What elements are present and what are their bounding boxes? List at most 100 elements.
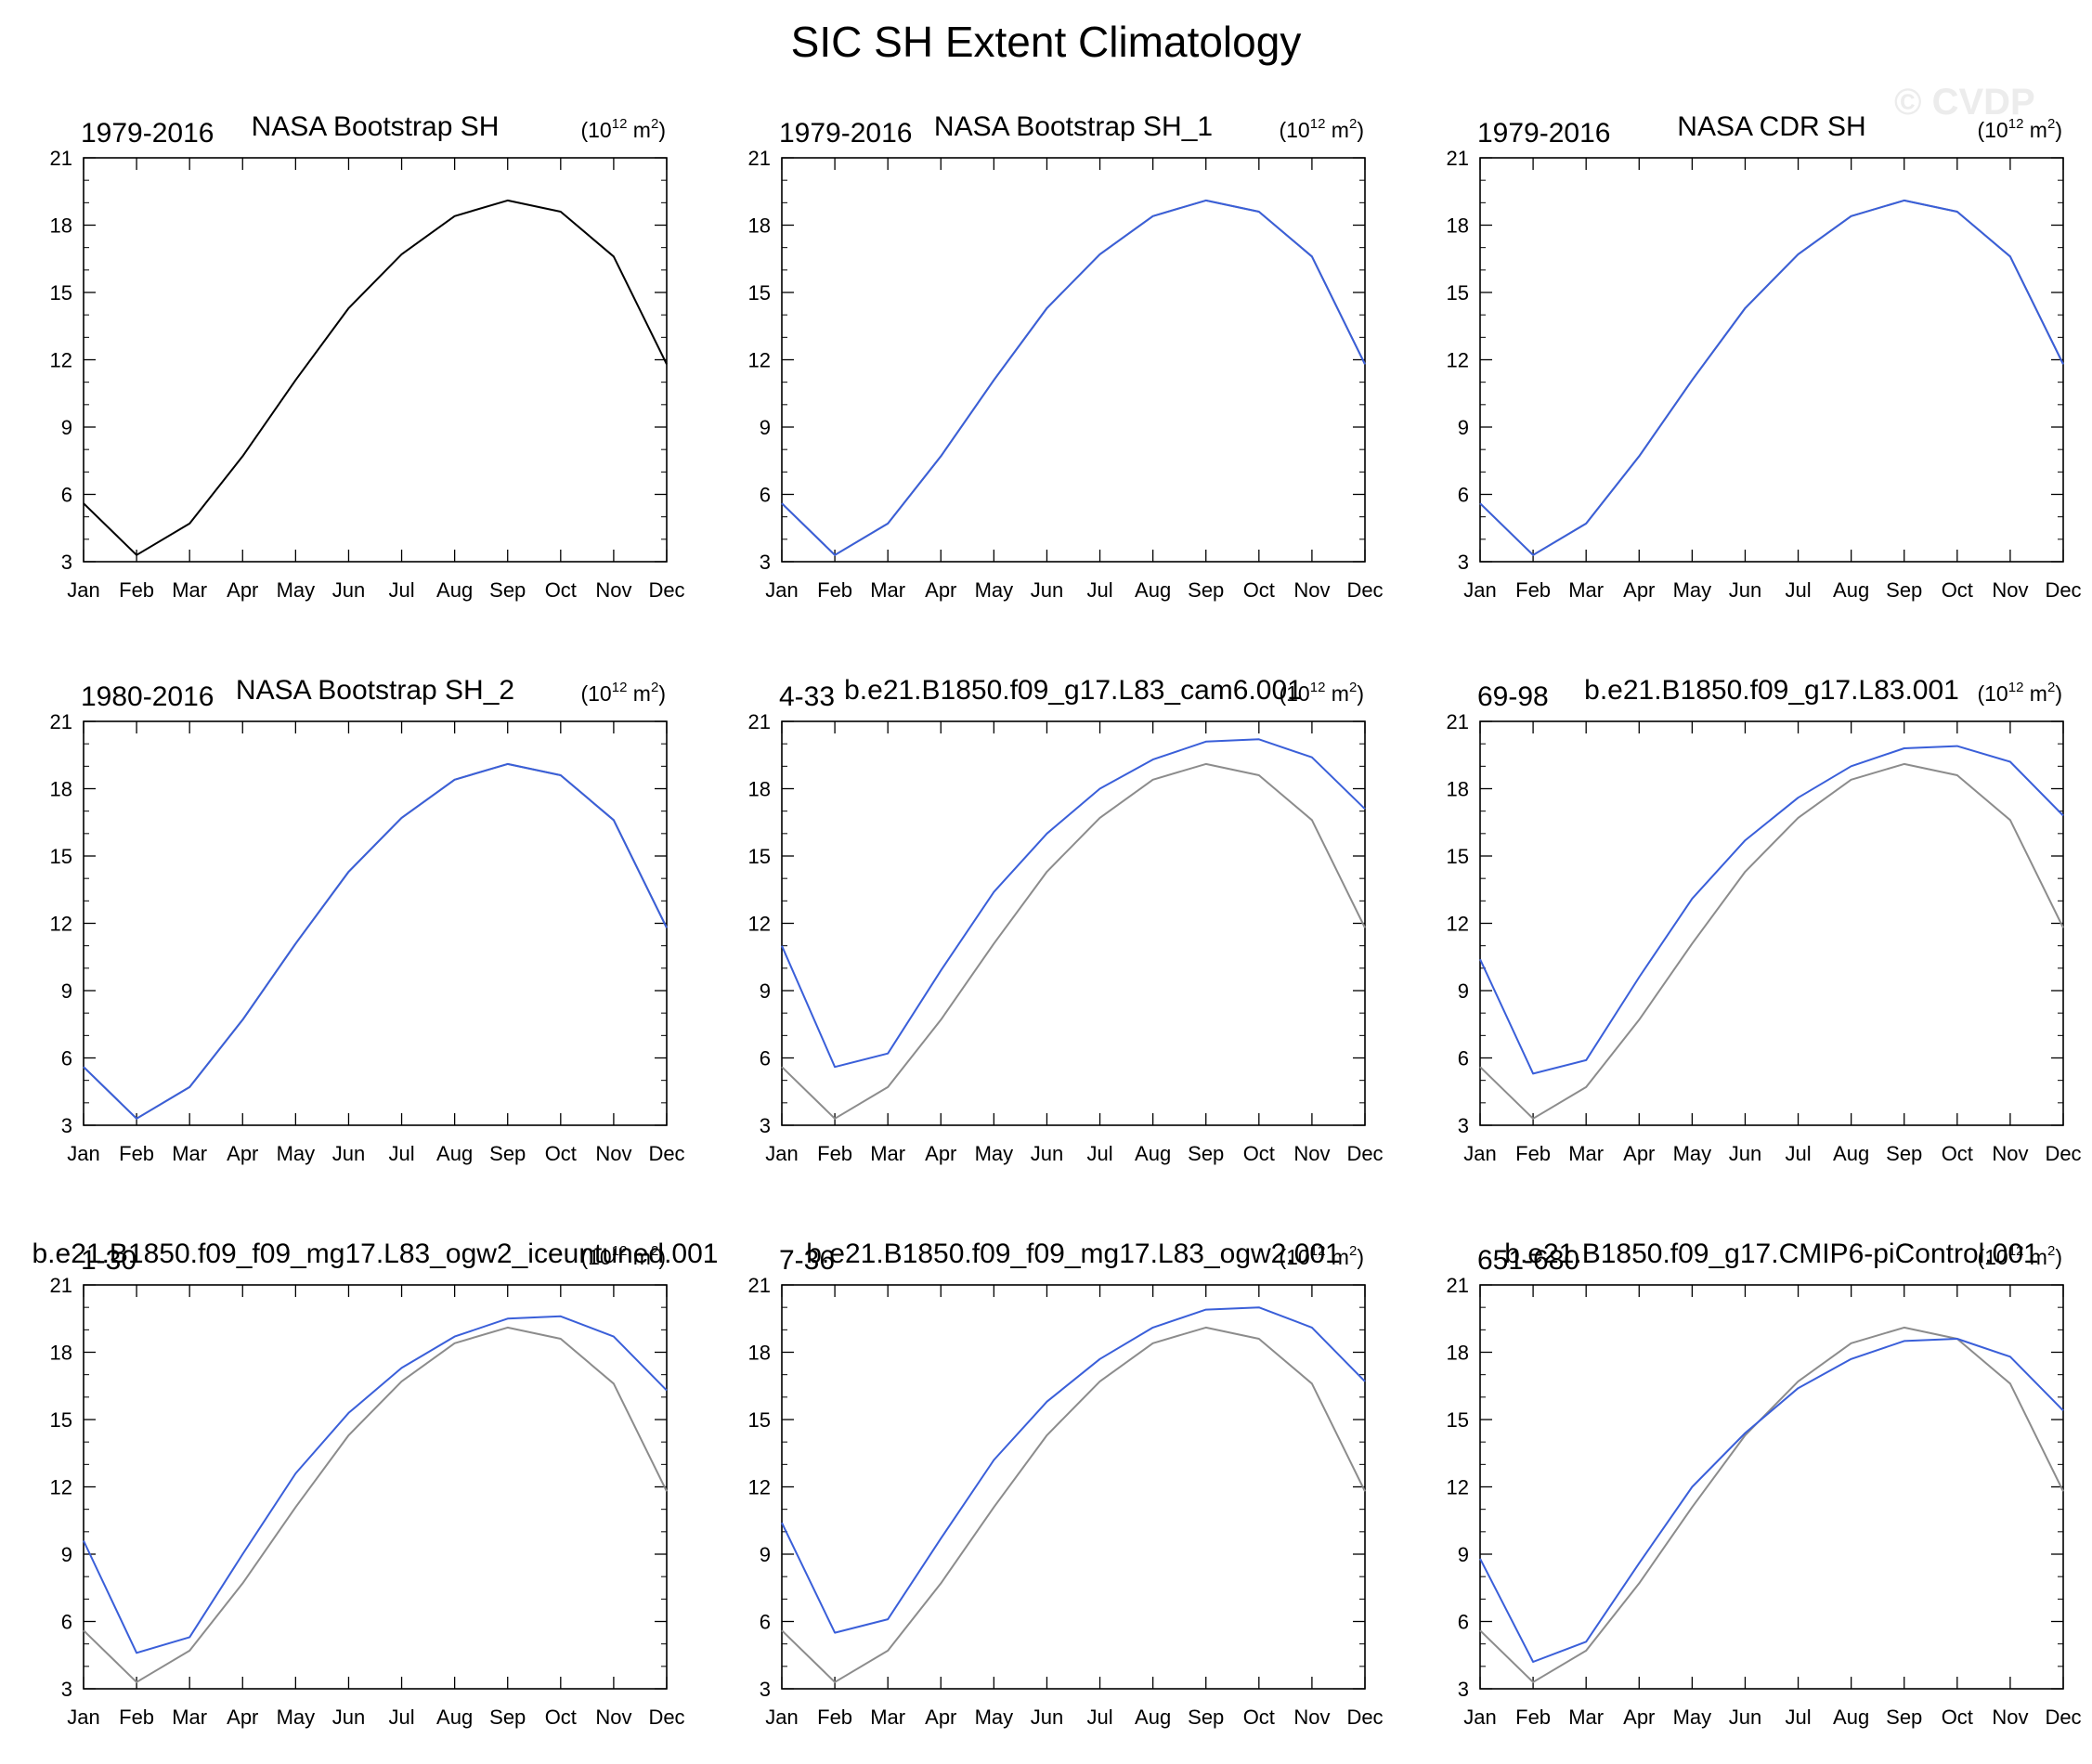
x-tick-label: May — [1673, 1706, 1712, 1729]
y-tick-label: 6 — [61, 484, 72, 507]
series-line-obs — [1479, 762, 2064, 1120]
x-tick-label: Dec — [1346, 1142, 1383, 1165]
panel-left-label: 1979-2016 — [81, 118, 214, 149]
panel-units-label: (1012 m2) — [1977, 680, 2062, 706]
x-tick-label: Aug — [1833, 1706, 1869, 1729]
x-tick-label: Jun — [1729, 1706, 1761, 1729]
panel-units-label: (1012 m2) — [1279, 1243, 1364, 1269]
y-tick-label: 18 — [1447, 778, 1469, 801]
x-tick-label: Aug — [436, 1706, 473, 1729]
panel-left-label: 1979-2016 — [779, 118, 912, 149]
x-tick-label: May — [975, 1142, 1014, 1165]
x-tick-label: Dec — [648, 578, 684, 602]
panel-left-label: 1-30 — [81, 1245, 136, 1276]
y-tick-label: 6 — [61, 1047, 72, 1070]
x-tick-label: Oct — [545, 1706, 577, 1729]
x-tick-label: Aug — [1135, 1706, 1171, 1729]
x-tick-label: Sep — [489, 1142, 526, 1165]
y-tick-label: 12 — [1447, 913, 1469, 936]
x-tick-label: Jan — [67, 1706, 99, 1729]
panel-units-label: (1012 m2) — [1977, 1243, 2062, 1269]
x-tick-label: May — [277, 1142, 316, 1165]
x-tick-label: Aug — [436, 1142, 473, 1165]
x-tick-label: Mar — [172, 1142, 207, 1165]
y-tick-label: 3 — [760, 551, 771, 574]
x-tick-label: Feb — [817, 578, 852, 602]
panel-title: NASA CDR SH — [1677, 111, 1865, 142]
y-tick-label: 3 — [61, 1114, 72, 1137]
panel-left-label: 69-98 — [1477, 681, 1549, 712]
y-tick-label: 12 — [748, 1476, 771, 1499]
panel-title: NASA Bootstrap SH — [252, 111, 500, 142]
panel-left-label: 651-680 — [1477, 1245, 1579, 1276]
x-tick-label: Mar — [1568, 578, 1604, 602]
x-tick-label: Mar — [1568, 1142, 1604, 1165]
series-line-model — [781, 1306, 1366, 1634]
x-tick-label: Apr — [227, 1142, 258, 1165]
x-tick-label: Dec — [1346, 578, 1383, 602]
x-tick-label: Apr — [1623, 578, 1655, 602]
y-tick-label: 6 — [1458, 1611, 1469, 1634]
y-tick-label: 15 — [50, 281, 72, 305]
x-tick-label: Aug — [1833, 578, 1869, 602]
x-tick-label: Jun — [1729, 578, 1761, 602]
plot-frame — [1479, 157, 2064, 563]
y-tick-label: 21 — [50, 710, 72, 733]
y-tick-label: 15 — [1447, 1408, 1469, 1432]
panel-units-label: (1012 m2) — [1279, 116, 1364, 142]
panel-title: b.e21.B1850.f09_g17.CMIP6-piControl.001 — [1504, 1239, 2038, 1269]
plot-frame — [83, 157, 668, 563]
x-tick-label: Jul — [1086, 1706, 1112, 1729]
series-line-obs — [83, 762, 668, 1120]
panel-left-label: 1980-2016 — [81, 681, 214, 712]
series-line-obs — [1479, 1326, 2064, 1683]
panel-title: b.e21.B1850.f09_f09_mg17.L83_ogw2_iceunt… — [32, 1239, 719, 1269]
watermark: © CVDP — [1894, 82, 2035, 123]
chart-panel: 3 6 9 12 15 18 21 Jan Feb Mar Apr May Jun Jul Aug Sep Oc… — [32, 1239, 719, 1729]
x-tick-label: Feb — [817, 1142, 852, 1165]
y-tick-label: 9 — [1458, 416, 1469, 439]
chart-panel: 3 6 9 12 15 18 21 Jan Feb Mar Apr May Jun Jul Aug Sep Oc… — [748, 1239, 1384, 1729]
x-tick-label: Mar — [870, 578, 905, 602]
panel-title: b.e21.B1850.f09_f09_mg17.L83_ogw2.001 — [806, 1239, 1341, 1269]
panel-units-label: (1012 m2) — [580, 1243, 666, 1269]
y-tick-label: 12 — [50, 1476, 72, 1499]
y-tick-label: 12 — [1447, 349, 1469, 372]
x-tick-label: Jun — [332, 578, 365, 602]
x-tick-label: Feb — [119, 1142, 154, 1165]
x-tick-label: Apr — [1623, 1142, 1655, 1165]
series-line-model — [83, 762, 668, 1120]
x-tick-label: Nov — [1293, 578, 1330, 602]
y-tick-label: 15 — [748, 1408, 771, 1432]
y-tick-label: 12 — [748, 349, 771, 372]
y-tick-label: 9 — [1458, 979, 1469, 1003]
x-tick-label: Nov — [1293, 1706, 1330, 1729]
x-tick-label: Jun — [1031, 1142, 1063, 1165]
x-tick-label: Jul — [388, 1706, 414, 1729]
x-tick-label: Oct — [1942, 1142, 1973, 1165]
y-tick-label: 9 — [61, 979, 72, 1003]
x-tick-label: Dec — [2045, 578, 2081, 602]
y-tick-label: 21 — [1447, 710, 1469, 733]
chart-panel: 3 6 9 12 15 18 21 Jan Feb Mar Apr May Jun Jul Aug Sep Oc… — [1447, 111, 2082, 602]
y-tick-label: 21 — [1447, 147, 1469, 170]
y-tick-label: 6 — [61, 1611, 72, 1634]
x-tick-label: Jan — [67, 578, 99, 602]
series-line-model — [781, 738, 1366, 1069]
y-tick-label: 3 — [760, 1678, 771, 1701]
x-tick-label: Nov — [595, 1706, 631, 1729]
y-tick-label: 15 — [50, 845, 72, 868]
y-tick-label: 15 — [1447, 281, 1469, 305]
x-tick-label: Sep — [489, 1706, 526, 1729]
series-line-model — [781, 199, 1366, 556]
y-tick-label: 3 — [760, 1114, 771, 1137]
series-line-model — [83, 1315, 668, 1654]
x-tick-label: Jul — [388, 1142, 414, 1165]
x-tick-label: Jul — [1785, 578, 1811, 602]
panel-title: b.e21.B1850.f09_g17.L83_cam6.001 — [844, 675, 1303, 706]
x-tick-label: Feb — [1515, 1142, 1551, 1165]
x-tick-label: Sep — [1188, 578, 1224, 602]
x-tick-label: May — [975, 578, 1014, 602]
panel-left-label: 7-36 — [779, 1245, 835, 1276]
y-tick-label: 15 — [748, 281, 771, 305]
